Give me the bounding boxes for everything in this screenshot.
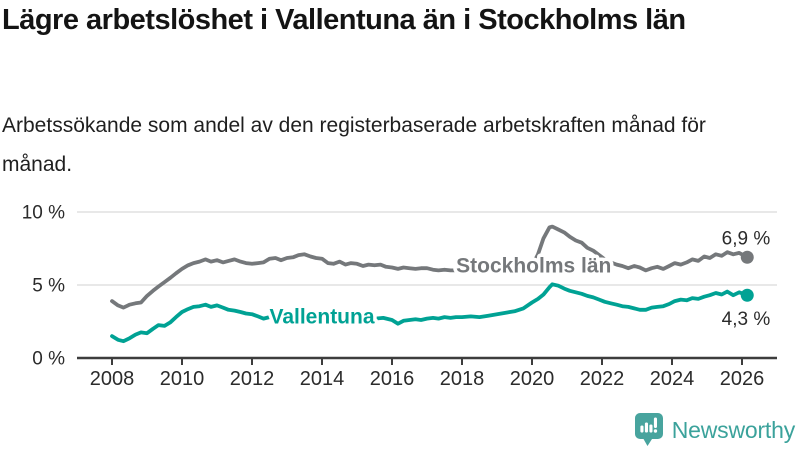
newsworthy-logo[interactable]: Newsworthy (634, 413, 795, 447)
logo-bar-1 (640, 425, 644, 433)
x-axis-tick-label: 2020 (510, 368, 555, 390)
page-title: Lägre arbetslöshet i Vallentuna än i Sto… (2, 4, 686, 36)
page-subtitle: Arbetssökande som andel av den registerb… (2, 114, 706, 176)
x-axis-tick-label: 2010 (160, 368, 205, 390)
series-label-vallentuna: Vallentuna (269, 305, 374, 328)
series-label-stockholms-lan: Stockholms län (456, 254, 611, 277)
y-axis-tick-label: 5 % (32, 276, 65, 297)
series-end-value-vallentuna: 4,3 % (722, 309, 771, 330)
newsworthy-logo-icon (634, 413, 663, 446)
series-end-dot-stockholms-lan (740, 250, 754, 264)
y-axis-tick-label: 0 % (32, 349, 65, 370)
x-axis-tick-label: 2026 (720, 368, 765, 390)
x-axis-tick-label: 2008 (90, 368, 135, 390)
logo-bar-3 (649, 424, 653, 433)
series-line-stockholms-lan (110, 224, 750, 310)
y-axis-tick-label: 10 % (22, 203, 65, 224)
x-axis-tick-label: 2012 (230, 368, 275, 390)
x-axis-tick-label: 2024 (650, 368, 695, 390)
logo-exclamation-bar (653, 417, 657, 428)
series-line-vallentuna (110, 282, 750, 344)
series-end-dot-vallentuna (740, 288, 754, 302)
logo-bar-2 (644, 422, 648, 433)
x-axis-tick-label: 2018 (440, 368, 485, 390)
x-axis-tick-label: 2022 (580, 368, 625, 390)
x-axis-tick-label: 2014 (300, 368, 345, 390)
logo-exclamation-dot (653, 429, 657, 433)
newsworthy-logo-text: Newsworthy (671, 416, 795, 443)
x-axis-tick-label: 2016 (370, 368, 415, 390)
series-end-value-stockholms-lan: 6,9 % (722, 228, 771, 249)
